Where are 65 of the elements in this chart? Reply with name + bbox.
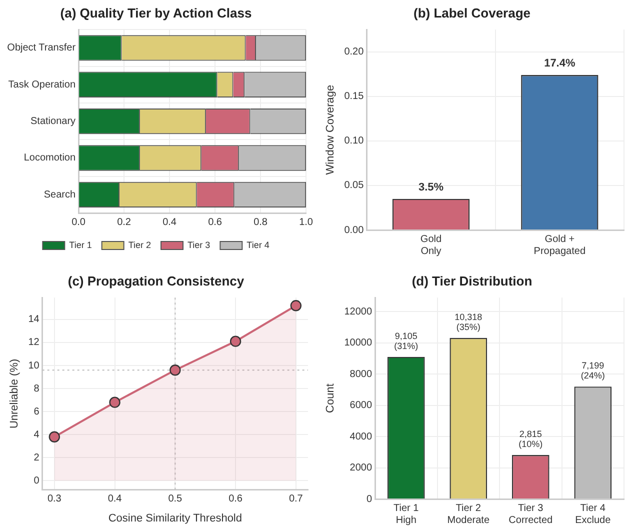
y-tick-label: 0.15 (344, 91, 364, 102)
y-tick-label: Task Operation (8, 79, 76, 90)
y-tick-label: Stationary (30, 116, 76, 128)
y-tick-label: 0.00 (344, 224, 364, 236)
x-tick-label: 0.7 (288, 494, 304, 505)
y-axis-title: Window Coverage (324, 84, 337, 175)
chart-title: (a) Quality Tier by Action Class (60, 5, 252, 20)
y-tick-label: 0.20 (344, 46, 364, 58)
legend-label: Tier 2 (128, 240, 151, 250)
point (290, 300, 302, 312)
x-tick-label: 0.4 (108, 494, 122, 505)
y-tick-label: 8 (34, 383, 40, 394)
y-tick-label: 10 (28, 360, 40, 372)
legend-label: Tier 1 (69, 240, 92, 250)
x-tick-label: 0.5 (168, 494, 183, 505)
y-tick-label: Locomotion (24, 152, 76, 164)
point (230, 336, 242, 347)
data-label: 3.5% (418, 181, 444, 194)
x-tick-label: Tier 4 Exclude (575, 502, 612, 526)
x-tick-label: 0.6 (228, 494, 243, 505)
y-tick-label: 6000 (350, 400, 372, 412)
x-tick-label: Tier 3 Corrected (508, 502, 553, 526)
y-tick-label: 4 (34, 429, 40, 440)
y-tick-label: 4000 (350, 431, 372, 442)
y-tick-label: 6 (34, 406, 40, 418)
y-tick-label: 2000 (350, 462, 372, 474)
data-label: 10,318 (35%) (454, 312, 482, 332)
chart-title: (d) Tier Distribution (412, 273, 532, 288)
y-tick-label: Search (44, 189, 76, 200)
x-tick-label: 0.0 (72, 216, 86, 228)
y-tick-label: 0.10 (344, 136, 364, 147)
point (48, 431, 60, 442)
x-tick-label: 0.6 (208, 216, 222, 228)
data-label: 9,105 (31%) (394, 330, 418, 351)
x-tick-label: 1.0 (299, 216, 314, 228)
y-tick-label: 0 (366, 494, 372, 505)
x-tick-label: Gold + Propagated (534, 234, 586, 257)
y-tick-label: 12 (28, 337, 40, 348)
data-label: 7,199 (24%) (580, 360, 605, 381)
x-tick-label: Tier 2 Moderate (447, 502, 490, 526)
legend-label: Tier 4 (246, 240, 270, 250)
point (170, 364, 181, 376)
y-tick-label: 0 (34, 475, 40, 486)
point (109, 396, 120, 408)
x-axis-title: Cosine Similarity Threshold (108, 512, 242, 524)
y-tick-label: Object Transfer (7, 42, 76, 54)
x-tick-label: 0.4 (162, 216, 177, 228)
y-tick-label: 0.05 (344, 180, 364, 192)
y-axis-title: Unreliable (%) (8, 358, 21, 429)
x-tick-label: 0.8 (254, 216, 268, 228)
x-tick-label: Gold Only (420, 234, 442, 257)
y-tick-label: 14 (28, 314, 40, 326)
y-tick-label: 8000 (350, 368, 372, 380)
x-tick-label: 0.3 (47, 494, 62, 505)
data-label: 2,815 (10%) (518, 429, 543, 450)
x-tick-label: Tier 1 High (394, 502, 420, 526)
y-tick-label: 2 (34, 452, 40, 464)
chart-title: (b) Label Coverage (413, 5, 531, 20)
y-tick-label: 10000 (344, 338, 372, 349)
legend-label: Tier 3 (188, 240, 210, 250)
chart-title: (c) Propagation Consistency (68, 273, 245, 288)
y-axis-title: Count (324, 384, 337, 413)
x-tick-label: 0.2 (117, 216, 132, 228)
data-label: 17.4% (544, 58, 576, 70)
y-tick-label: 12000 (344, 306, 372, 318)
